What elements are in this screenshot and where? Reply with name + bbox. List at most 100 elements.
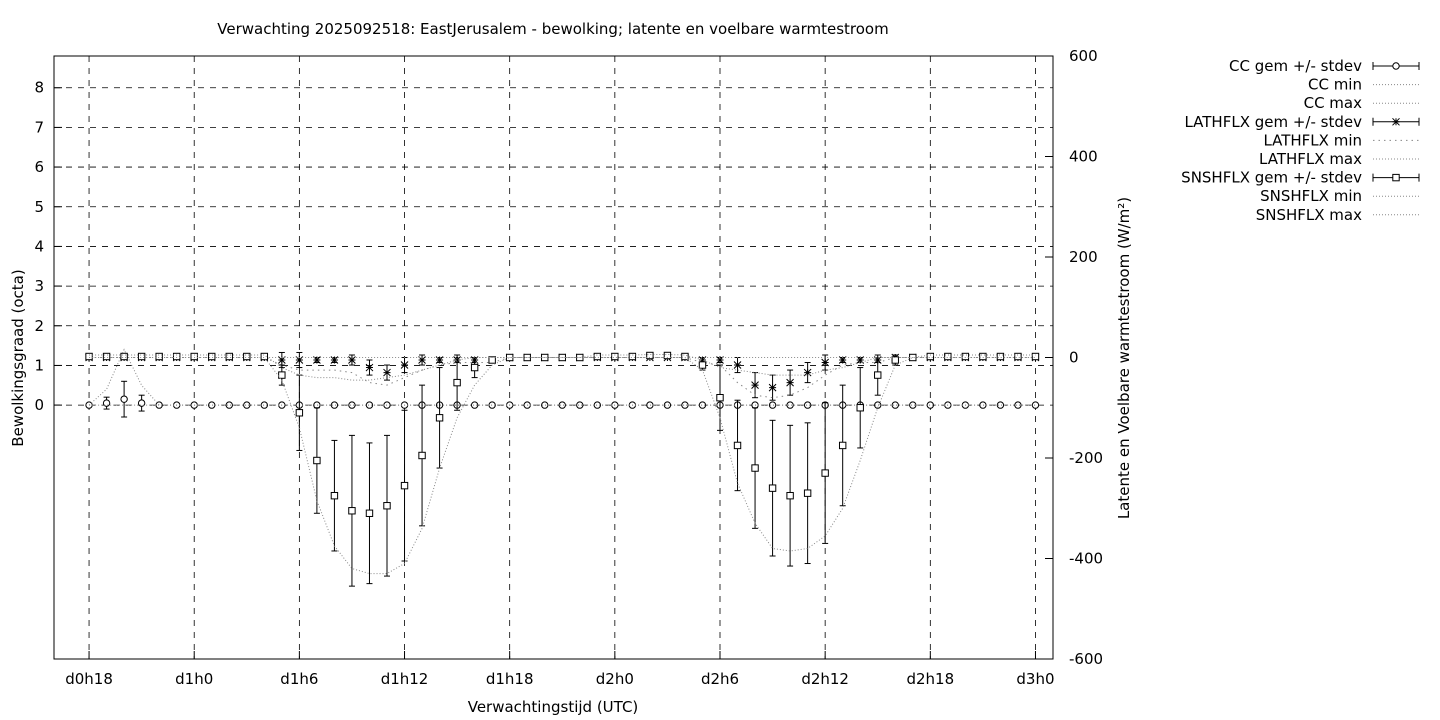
data-point — [786, 401, 794, 409]
data-point — [313, 356, 321, 364]
legend-label: SNSHFLX min — [1260, 187, 1362, 205]
x-axis-label: Verwachtingstijd (UTC) — [468, 698, 639, 716]
y2-tick-label: -200 — [1069, 449, 1103, 467]
data-point — [909, 401, 917, 409]
series-layer — [85, 348, 1040, 587]
y-tick-label: 6 — [34, 158, 44, 176]
data-point — [383, 368, 391, 377]
legend-label: CC min — [1308, 76, 1362, 94]
x-tick-label: d0h18 — [65, 670, 113, 688]
data-point — [821, 469, 829, 477]
data-point — [786, 378, 794, 387]
y-tick-label: 1 — [34, 356, 44, 374]
data-point — [541, 401, 549, 409]
data-point — [277, 356, 286, 364]
legend-marker — [1392, 62, 1400, 70]
y-tick-label: 5 — [34, 198, 44, 216]
data-point — [768, 383, 777, 392]
legend-marker — [1392, 173, 1400, 182]
data-point — [470, 363, 479, 372]
chart-title: Verwachting 2025092518: EastJerusalem - … — [217, 20, 888, 38]
data-point — [751, 381, 759, 389]
data-point — [698, 401, 707, 409]
data-point — [120, 395, 128, 403]
data-point — [365, 509, 374, 517]
data-point — [576, 401, 584, 409]
data-point — [821, 358, 830, 367]
data-point — [1031, 401, 1040, 409]
y-tick-label: 8 — [34, 79, 44, 97]
data-point — [190, 352, 198, 361]
legend-label: LATHFLX max — [1259, 150, 1362, 168]
data-point — [681, 352, 689, 361]
y-tick-label: 3 — [34, 277, 44, 295]
legend-label: CC gem +/- stdev — [1229, 57, 1362, 75]
data-point — [961, 352, 970, 361]
data-point — [120, 352, 128, 361]
y2-tick-label: 400 — [1069, 148, 1098, 166]
series-snshflx-min — [89, 357, 1036, 575]
data-point — [383, 502, 391, 510]
x-tick-label: d2h18 — [906, 670, 954, 688]
y2-tick-label: 0 — [1069, 349, 1079, 367]
data-point — [874, 371, 882, 379]
data-point — [681, 401, 689, 409]
data-point — [243, 401, 251, 409]
data-point — [558, 401, 566, 409]
data-point — [400, 481, 409, 490]
legend-label: SNSHFLX max — [1256, 206, 1362, 224]
data-point — [716, 356, 724, 364]
data-point — [435, 356, 444, 364]
data-point — [348, 507, 356, 515]
data-point — [348, 356, 356, 364]
data-point — [260, 352, 269, 361]
series-snshflx-gem-stdev — [85, 351, 1040, 587]
x-tick-label: d2h12 — [801, 670, 849, 688]
axis-ticks: 0 1 2 3 4 5 6 7 8 -600 -400 -200 0 200 400 600 d0h18 d1h0… — [34, 47, 1103, 688]
data-point — [891, 401, 899, 409]
data-point — [593, 401, 602, 409]
data-point — [208, 401, 216, 409]
y2-tick-label: -400 — [1069, 550, 1103, 568]
x-tick-label: d1h18 — [486, 670, 534, 688]
data-point — [172, 352, 181, 361]
data-point — [418, 356, 426, 364]
data-point — [488, 356, 496, 364]
x-tick-label: d2h6 — [701, 670, 739, 688]
data-point — [646, 351, 654, 360]
data-point — [260, 401, 269, 409]
y2-axis-label: Latente en Voelbare warmtestroom (W/m²) — [1115, 197, 1133, 519]
data-point — [663, 351, 672, 360]
data-point — [838, 356, 847, 364]
data-point — [1014, 352, 1022, 361]
y2-tick-label: -600 — [1069, 650, 1103, 668]
data-point — [733, 441, 742, 450]
data-point — [330, 356, 339, 364]
data-point — [838, 441, 847, 450]
x-tick-label: d3h0 — [1016, 670, 1054, 688]
data-point — [996, 352, 1005, 361]
data-point — [225, 352, 233, 361]
data-point — [926, 352, 935, 361]
data-point — [768, 401, 777, 409]
data-point — [944, 352, 952, 361]
data-point — [523, 353, 531, 362]
data-point — [803, 401, 812, 409]
legend-label: CC max — [1304, 94, 1363, 112]
data-point — [628, 352, 637, 361]
y-tick-label: 4 — [34, 237, 44, 255]
plot-frame — [53, 55, 1054, 660]
data-point — [716, 394, 724, 402]
data-point — [208, 352, 216, 361]
data-point — [225, 401, 233, 409]
data-point — [856, 404, 864, 412]
y2-tick-label: 600 — [1069, 47, 1098, 65]
data-point — [856, 356, 865, 364]
data-point — [1031, 352, 1040, 361]
data-point — [278, 371, 286, 379]
data-point — [926, 401, 935, 409]
data-point — [803, 489, 812, 497]
data-point — [348, 401, 356, 409]
